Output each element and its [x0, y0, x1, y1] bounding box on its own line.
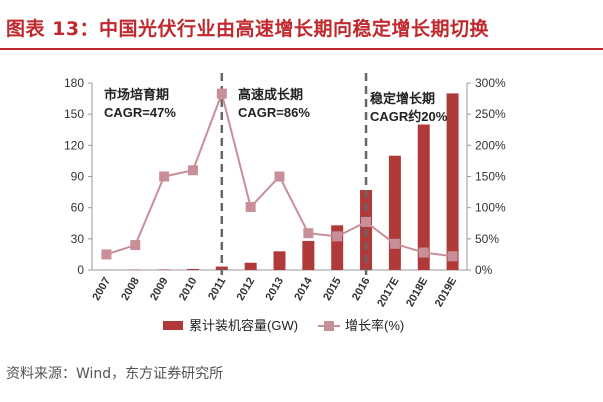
annotation-label: 高速成长期	[238, 87, 303, 102]
x-tick-label: 2014	[292, 275, 315, 303]
growth-marker-2010	[187, 165, 198, 176]
bar-2013	[273, 251, 286, 270]
title-rule	[0, 48, 603, 50]
growth-marker-2012	[245, 202, 256, 213]
annotation-label: CAGR=47%	[104, 105, 176, 120]
growth-marker-2009	[159, 171, 170, 182]
x-tick-label: 2013	[263, 276, 286, 303]
x-tick-label: 2012	[235, 276, 258, 303]
right-tick-label: 150%	[475, 170, 506, 184]
x-tick-label: 2009	[148, 276, 171, 303]
right-tick-label: 0%	[475, 263, 493, 277]
growth-marker-2011	[216, 88, 227, 99]
annotation-label: CAGR约20%	[370, 109, 448, 124]
left-tick-label: 0	[77, 263, 84, 277]
right-tick-label: 200%	[475, 138, 506, 152]
x-tick-label: 2008	[119, 276, 142, 303]
right-tick-label: 50%	[475, 232, 499, 246]
bar-2019E	[446, 93, 459, 270]
bar-2017E	[388, 155, 401, 270]
left-tick-label: 180	[64, 76, 84, 90]
growth-marker-2014	[303, 228, 314, 239]
growth-marker-2017E	[389, 238, 400, 249]
left-tick-label: 120	[64, 138, 84, 152]
left-tick-label: 90	[71, 170, 85, 184]
annotation-label: 市场培育期	[104, 87, 169, 102]
x-tick-label: 2015	[321, 276, 344, 303]
bar-2009	[158, 269, 171, 270]
chart-title: 图表 13：中国光伏行业由高速增长期向稳定增长期切换	[6, 18, 490, 40]
right-tick-label: 300%	[475, 76, 506, 90]
source-note: 资料来源：Wind，东方证券研究所	[6, 366, 224, 382]
growth-marker-2015	[332, 231, 343, 242]
bar-2010	[186, 268, 199, 270]
growth-marker-2007	[101, 249, 112, 260]
bar-2012	[244, 262, 257, 270]
annotation-label: CAGR=86%	[238, 105, 310, 120]
left-tick-label: 150	[64, 107, 84, 121]
x-tick-label: 2011	[206, 276, 228, 303]
x-tick-label: 2007	[90, 276, 113, 303]
growth-marker-2018E	[418, 247, 429, 258]
annotation-label: 稳定增长期	[370, 91, 435, 106]
growth-marker-2008	[130, 240, 141, 251]
left-tick-label: 30	[71, 232, 85, 246]
growth-marker-2013	[274, 171, 285, 182]
bar-2014	[302, 240, 315, 270]
x-tick-label: 2010	[177, 276, 200, 303]
legend-bar-swatch	[163, 321, 183, 330]
x-tick-label: 2019E	[433, 276, 459, 310]
x-tick-label: 2016	[350, 276, 373, 303]
left-tick-label: 60	[71, 201, 85, 215]
x-tick-label: 2018E	[404, 276, 430, 310]
x-tick-label: 2017E	[375, 276, 401, 310]
growth-marker-2016	[361, 217, 372, 228]
legend-bar-label: 累计装机容量(GW)	[189, 318, 298, 333]
right-tick-label: 250%	[475, 107, 506, 121]
chart: 0 30 60 90 120 150 180 0% 50% 100% 150% 200% 250% 300…	[64, 73, 506, 333]
legend-line-marker	[324, 321, 334, 331]
bar-2018E	[417, 124, 430, 270]
growth-marker-2019E	[447, 251, 458, 262]
right-tick-label: 100%	[475, 201, 506, 215]
legend-line-label: 增长率(%)	[345, 318, 404, 333]
